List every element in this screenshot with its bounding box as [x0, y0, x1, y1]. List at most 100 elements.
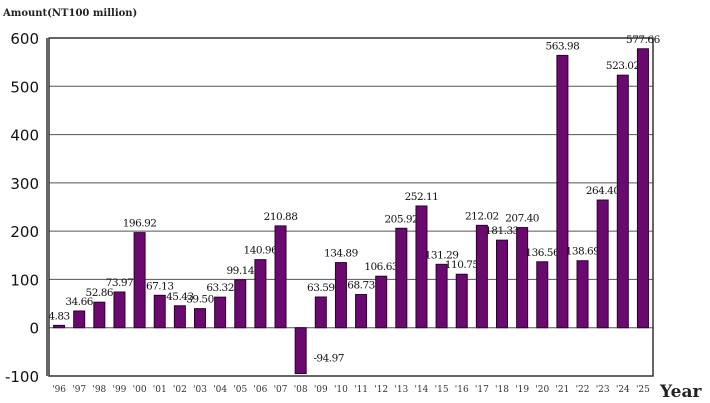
bar: [536, 261, 549, 329]
data-label: 4.83: [48, 310, 69, 322]
bar: [314, 296, 327, 329]
x-tick-label: '12: [374, 385, 388, 395]
bar: [355, 294, 368, 329]
x-tick-label: '03: [193, 385, 207, 395]
y-tick-label: -100: [5, 368, 39, 386]
bar: [53, 324, 66, 329]
data-label: 210.88: [264, 211, 298, 223]
plot-frame: [48, 37, 654, 377]
bar: [616, 74, 629, 329]
bar: [334, 262, 347, 329]
bar: [153, 294, 166, 329]
x-axis-title: Year: [659, 382, 702, 402]
bar: [294, 327, 307, 375]
x-tick-label: '18: [495, 385, 509, 395]
bar: [113, 291, 126, 329]
x-tick-label: '07: [274, 385, 288, 395]
bar: [496, 239, 508, 329]
x-tick-label: '20: [535, 385, 549, 395]
x-tick-label: '10: [334, 385, 348, 395]
x-tick-label: '21: [555, 385, 569, 395]
x-tick-label: '16: [455, 385, 469, 395]
bar: [173, 305, 186, 329]
bar: [375, 275, 388, 329]
x-tick-label: '23: [596, 385, 610, 395]
x-tick-label: '19: [515, 385, 529, 395]
x-tick-label: '25: [636, 385, 650, 395]
data-label: 73.97: [106, 277, 134, 289]
data-label: 45.43: [166, 291, 194, 303]
x-tick-label: '17: [475, 385, 489, 395]
y-tick-label: 400: [10, 127, 39, 145]
x-tick-label: '15: [435, 385, 449, 395]
x-tick-label: '09: [314, 385, 328, 395]
data-label: 207.40: [505, 213, 539, 225]
data-label: 523.02: [606, 60, 640, 72]
x-tick-label: '08: [294, 385, 308, 395]
data-label: 264.40: [586, 185, 620, 197]
data-label: 39.50: [186, 294, 214, 306]
data-label: 138.69: [566, 246, 600, 258]
x-tick-label: '22: [576, 385, 590, 395]
data-label: 52.86: [86, 287, 114, 299]
data-label: 106.63: [364, 261, 398, 273]
data-label: 212.02: [465, 210, 499, 222]
data-label: 196.92: [123, 218, 157, 230]
bar: [415, 205, 428, 329]
x-tick-label: '01: [153, 385, 167, 395]
x-tick-label: '04: [213, 385, 227, 395]
bar: [133, 232, 146, 329]
data-label: 110.75: [445, 259, 479, 271]
data-label: -94.97: [313, 353, 344, 365]
bar: [395, 227, 408, 329]
x-tick-label: '14: [414, 385, 428, 395]
x-tick-label: '96: [52, 385, 66, 395]
x-tick-label: '13: [394, 385, 408, 395]
data-label: 140.96: [244, 245, 279, 257]
x-tick-label: '06: [253, 385, 267, 395]
x-tick-label: '99: [112, 385, 126, 395]
x-tick-label: '11: [354, 385, 368, 395]
bar: [556, 54, 569, 329]
y-tick-label: 600: [10, 30, 39, 48]
y-tick-label: 500: [10, 78, 39, 96]
bar: [516, 227, 529, 329]
data-label: 68.73: [347, 280, 375, 292]
x-tick-label: '24: [616, 385, 630, 395]
bar: [596, 199, 609, 329]
bar: [73, 310, 86, 329]
y-tick-label: 0: [29, 320, 39, 338]
data-label: 136.56: [525, 247, 560, 259]
data-label: 99.14: [226, 265, 254, 277]
y-tick-label: 300: [10, 175, 39, 193]
data-label: 131.29: [425, 249, 459, 261]
x-tick-label: '05: [233, 385, 247, 395]
data-label: 67.13: [146, 280, 174, 292]
data-label: 63.59: [307, 282, 335, 294]
y-tick-label: 200: [10, 223, 39, 241]
x-tick-label: '97: [72, 385, 86, 395]
bar: [274, 225, 287, 329]
bar: [254, 259, 267, 329]
bar: [435, 263, 448, 329]
bar: [636, 48, 649, 329]
bar: [194, 308, 206, 329]
data-label: 181.33: [485, 225, 519, 237]
data-label: 205.92: [384, 213, 418, 225]
data-label: 134.89: [324, 248, 358, 260]
bar: [234, 279, 247, 329]
data-label: 34.66: [65, 296, 93, 308]
y-axis-title: Amount(NT100 million): [3, 8, 138, 19]
x-tick-label: '98: [92, 385, 106, 395]
data-label: 577.66: [626, 34, 661, 46]
data-label: 252.11: [405, 191, 439, 203]
data-label: 563.98: [546, 40, 580, 52]
data-label: 63.32: [206, 282, 234, 294]
x-tick-label: '00: [133, 385, 147, 395]
bar: [475, 224, 488, 329]
bar: [455, 273, 468, 329]
bar: [93, 301, 106, 329]
y-tick-label: 100: [10, 271, 39, 289]
bar: [214, 296, 227, 329]
